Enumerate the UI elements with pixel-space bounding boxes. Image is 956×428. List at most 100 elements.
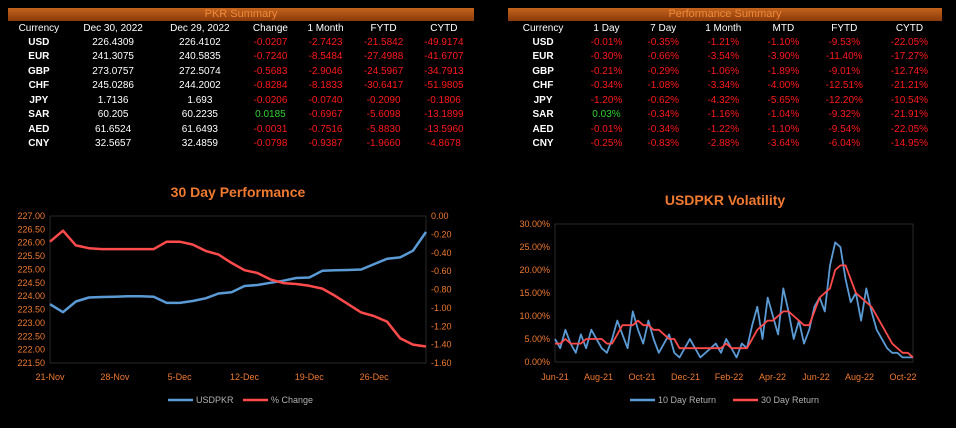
thirty-day-performance-chart: 30 Day Performance 227.00 226.50 226.00 225… — [17, 184, 452, 405]
chart2-y-tick: 15.00% — [519, 288, 550, 298]
pkr-cell-fytd: -1.9660 — [366, 138, 401, 150]
pkr-cell-currency: CHF — [28, 80, 50, 92]
perf-row-usd: USD -0.01% -0.35% -1.21% -1.10% -9.53% -22.05% — [508, 35, 942, 50]
perf-row-eur: EUR -0.30% -0.66% -3.54% -3.90% -11.40% -17.27… — [508, 50, 942, 65]
performance-summary-header-row: Currency 1 Day 7 Day 1 Month MTD FYTD CYTD — [508, 21, 942, 35]
chart1-yleft-tick: 225.50 — [17, 251, 45, 261]
perf-cell-cytd: -22.05% — [890, 36, 929, 48]
perf-cell-d1: -0.30% — [590, 51, 623, 63]
pkr-cell-cytd: -41.6707 — [424, 51, 464, 63]
pkr-cell-currency: JPY — [29, 94, 49, 106]
chart1-yright-tick: -0.60 — [431, 266, 452, 276]
chart1-yleft-tick: 223.50 — [17, 305, 45, 315]
chart1-yright-tick: -1.40 — [431, 340, 452, 350]
pkr-header-0: Currency — [18, 22, 60, 34]
perf-cell-cytd: -10.54% — [890, 94, 929, 106]
pkr-cell-d29: 60.2235 — [181, 109, 218, 121]
pkr-row-chf: CHF 245.0286 244.2002 -0.8284 -8.1833 -30.641… — [8, 79, 474, 94]
pkr-cell-currency: USD — [28, 36, 50, 48]
perf-cell-currency: USD — [532, 36, 554, 48]
perf-row-cny: CNY -0.25% -0.83% -2.88% -3.64% -6.04% -14.95% — [508, 137, 942, 152]
pkr-cell-d29: 61.6493 — [181, 123, 218, 135]
chart2-series-30-day-return — [555, 264, 914, 359]
chart2-series-10-day-return — [554, 241, 913, 359]
perf-cell-mtd: -4.00% — [767, 80, 800, 92]
pkr-header-3: Change — [252, 22, 288, 34]
pkr-header-1: Dec 30, 2022 — [83, 22, 143, 34]
chart1-series-usdpkr — [49, 231, 428, 314]
pkr-cell-m1: -8.5484 — [308, 51, 343, 63]
pkr-cell-d29: 32.4859 — [181, 138, 218, 150]
chart1-legend: USDPKR % Change — [168, 395, 313, 405]
perf-cell-m1: -2.88% — [707, 138, 740, 150]
chart1-x-tick: 12-Dec — [230, 372, 260, 382]
perf-cell-fytd: -6.04% — [828, 138, 861, 150]
chart1-yleft-tick: 224.50 — [17, 278, 45, 288]
perf-cell-d1: -0.21% — [590, 65, 623, 77]
chart1-series-pct-change — [49, 229, 427, 348]
perf-cell-mtd: -3.64% — [767, 138, 800, 150]
pkr-cell-currency: CNY — [28, 138, 50, 150]
pkr-summary-header-row: Currency Dec 30, 2022 Dec 29, 2022 Change 1 … — [8, 21, 474, 35]
perf-cell-currency: AED — [532, 123, 554, 135]
pkr-row-aed: AED 61.6524 61.6493 -0.0031 -0.7516 -5.8830 -1… — [8, 122, 474, 137]
pkr-cell-d30: 1.7136 — [97, 94, 129, 106]
chart1-yleft-tick: 221.50 — [17, 358, 45, 368]
chart1-x-tick: 19-Dec — [295, 372, 325, 382]
chart1-yright-tick: -0.40 — [431, 248, 452, 258]
perf-row-jpy: JPY -1.20% -0.62% -4.32% -5.65% -12.20% -10.54… — [508, 93, 942, 108]
pkr-cell-m1: -0.9387 — [308, 138, 343, 150]
perf-cell-mtd: -1.10% — [767, 123, 800, 135]
perf-cell-fytd: -9.54% — [828, 123, 861, 135]
chart2-x-tick: Apr-22 — [759, 372, 786, 382]
chart2-y-tick: 5.00% — [524, 334, 550, 344]
perf-cell-mtd: -1.10% — [767, 36, 800, 48]
perf-cell-d1: -0.01% — [590, 123, 623, 135]
pkr-row-gbp: GBP 273.0757 272.5074 -0.5683 -2.9046 -24.596… — [8, 64, 474, 79]
pkr-cell-fytd: -30.6417 — [363, 80, 404, 92]
perf-cell-d7: -0.29% — [647, 65, 680, 77]
chart1-yright-tick: -1.00 — [431, 303, 452, 313]
perf-cell-cytd: -21.91% — [890, 109, 929, 121]
perf-cell-cytd: -14.95% — [890, 138, 929, 150]
perf-cell-d7: -0.62% — [647, 94, 680, 106]
pkr-header-4: 1 Month — [307, 22, 344, 34]
pkr-header-5: FYTD — [370, 22, 397, 34]
pkr-header-2: Dec 29, 2022 — [170, 22, 230, 34]
pkr-cell-cytd: -0.1806 — [426, 94, 461, 106]
perf-cell-m1: -3.54% — [707, 51, 740, 63]
pkr-cell-fytd: -27.4988 — [363, 51, 404, 63]
perf-cell-mtd: -1.89% — [767, 65, 800, 77]
pkr-cell-currency: SAR — [28, 109, 50, 121]
chart2-y-tick: 25.00% — [519, 242, 550, 252]
chart2-y-tick: 20.00% — [519, 265, 550, 275]
perf-cell-cytd: -17.27% — [890, 51, 929, 63]
pkr-row-cny: CNY 32.5657 32.4859 -0.0798 -0.9387 -1.9660 -4… — [8, 137, 474, 152]
legend-pct-change: % Change — [271, 395, 313, 405]
chart2-x-tick: Feb-22 — [715, 372, 744, 382]
performance-summary-body: USD -0.01% -0.35% -1.21% -1.10% -9.53% -22.05%… — [508, 35, 942, 151]
legend-usdpkr: USDPKR — [196, 395, 234, 405]
perf-cell-mtd: -3.90% — [767, 51, 800, 63]
perf-header-2: 7 Day — [650, 22, 677, 34]
pkr-cell-currency: AED — [28, 123, 50, 135]
pkr-cell-m1: -8.1833 — [308, 80, 343, 92]
performance-summary-table: Currency 1 Day 7 Day 1 Month MTD FYTD CYTD USD… — [508, 21, 942, 151]
pkr-cell-change: -0.7240 — [253, 51, 288, 63]
perf-cell-d7: -1.08% — [647, 80, 680, 92]
legend-30-day-return: 30 Day Return — [761, 395, 819, 405]
chart2-x-tick: Dec-21 — [671, 372, 700, 382]
perf-cell-m1: -1.21% — [707, 36, 740, 48]
perf-cell-d1: -1.20% — [590, 94, 623, 106]
perf-row-gbp: GBP -0.21% -0.29% -1.06% -1.89% -9.01% -12.74% — [508, 64, 942, 79]
pkr-cell-fytd: -21.5842 — [363, 36, 404, 48]
pkr-cell-change: -0.0031 — [253, 123, 288, 135]
perf-row-chf: CHF -0.34% -1.08% -3.34% -4.00% -12.51% -21.21… — [508, 79, 942, 94]
perf-cell-m1: -1.06% — [707, 65, 740, 77]
pkr-cell-cytd: -34.7913 — [424, 65, 464, 77]
perf-cell-fytd: -9.01% — [828, 65, 861, 77]
pkr-header-6: CYTD — [430, 22, 458, 34]
chart2-x-tick: Oct-21 — [628, 372, 655, 382]
pkr-summary-title: PKR Summary — [8, 8, 474, 21]
perf-cell-d7: -0.34% — [647, 109, 680, 121]
